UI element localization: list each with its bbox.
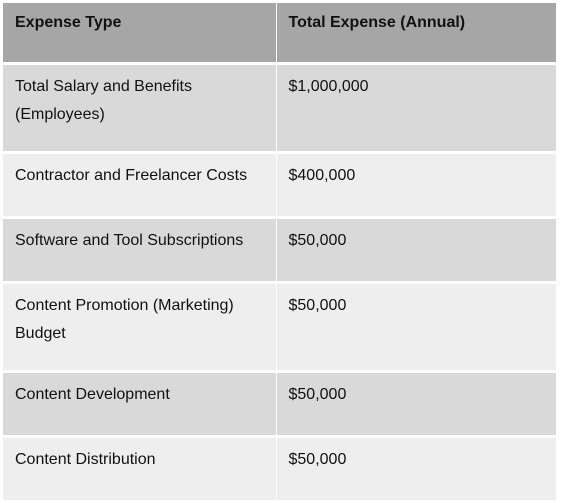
expense-total-cell: $400,000 bbox=[276, 152, 557, 219]
expense-table-container: Expense Type Total Expense (Annual) Tota… bbox=[3, 3, 557, 503]
expense-total-cell: $50,000 bbox=[276, 282, 557, 373]
expense-total-cell: $50,000 bbox=[276, 217, 557, 284]
expense-type-cell: Total Salary and Benefits (Employees) bbox=[3, 63, 277, 154]
expense-type-cell: Contractor and Freelancer Costs bbox=[3, 152, 277, 219]
expense-total-cell: $50,000 bbox=[276, 371, 557, 438]
expense-type-cell: Content Distribution bbox=[3, 436, 277, 503]
expense-type-cell: Content Development bbox=[3, 371, 277, 438]
header-expense-type: Expense Type bbox=[3, 3, 277, 65]
table-row: Content Development $50,000 bbox=[3, 371, 557, 438]
table-row: Total Salary and Benefits (Employees) $1… bbox=[3, 63, 557, 154]
table-row: Software and Tool Subscriptions $50,000 bbox=[3, 217, 557, 284]
expense-total-cell: $50,000 bbox=[276, 436, 557, 503]
header-total-expense: Total Expense (Annual) bbox=[276, 3, 557, 65]
table-row: Content Distribution $50,000 bbox=[3, 436, 557, 503]
table-row: Contractor and Freelancer Costs $400,000 bbox=[3, 152, 557, 219]
expense-type-cell: Content Promotion (Marketing) Budget bbox=[3, 282, 277, 373]
expense-type-cell: Software and Tool Subscriptions bbox=[3, 217, 277, 284]
table-row: Content Promotion (Marketing) Budget $50… bbox=[3, 282, 557, 373]
table-header-row: Expense Type Total Expense (Annual) bbox=[3, 3, 557, 65]
expense-table: Expense Type Total Expense (Annual) Tota… bbox=[3, 3, 557, 503]
expense-total-cell: $1,000,000 bbox=[276, 63, 557, 154]
